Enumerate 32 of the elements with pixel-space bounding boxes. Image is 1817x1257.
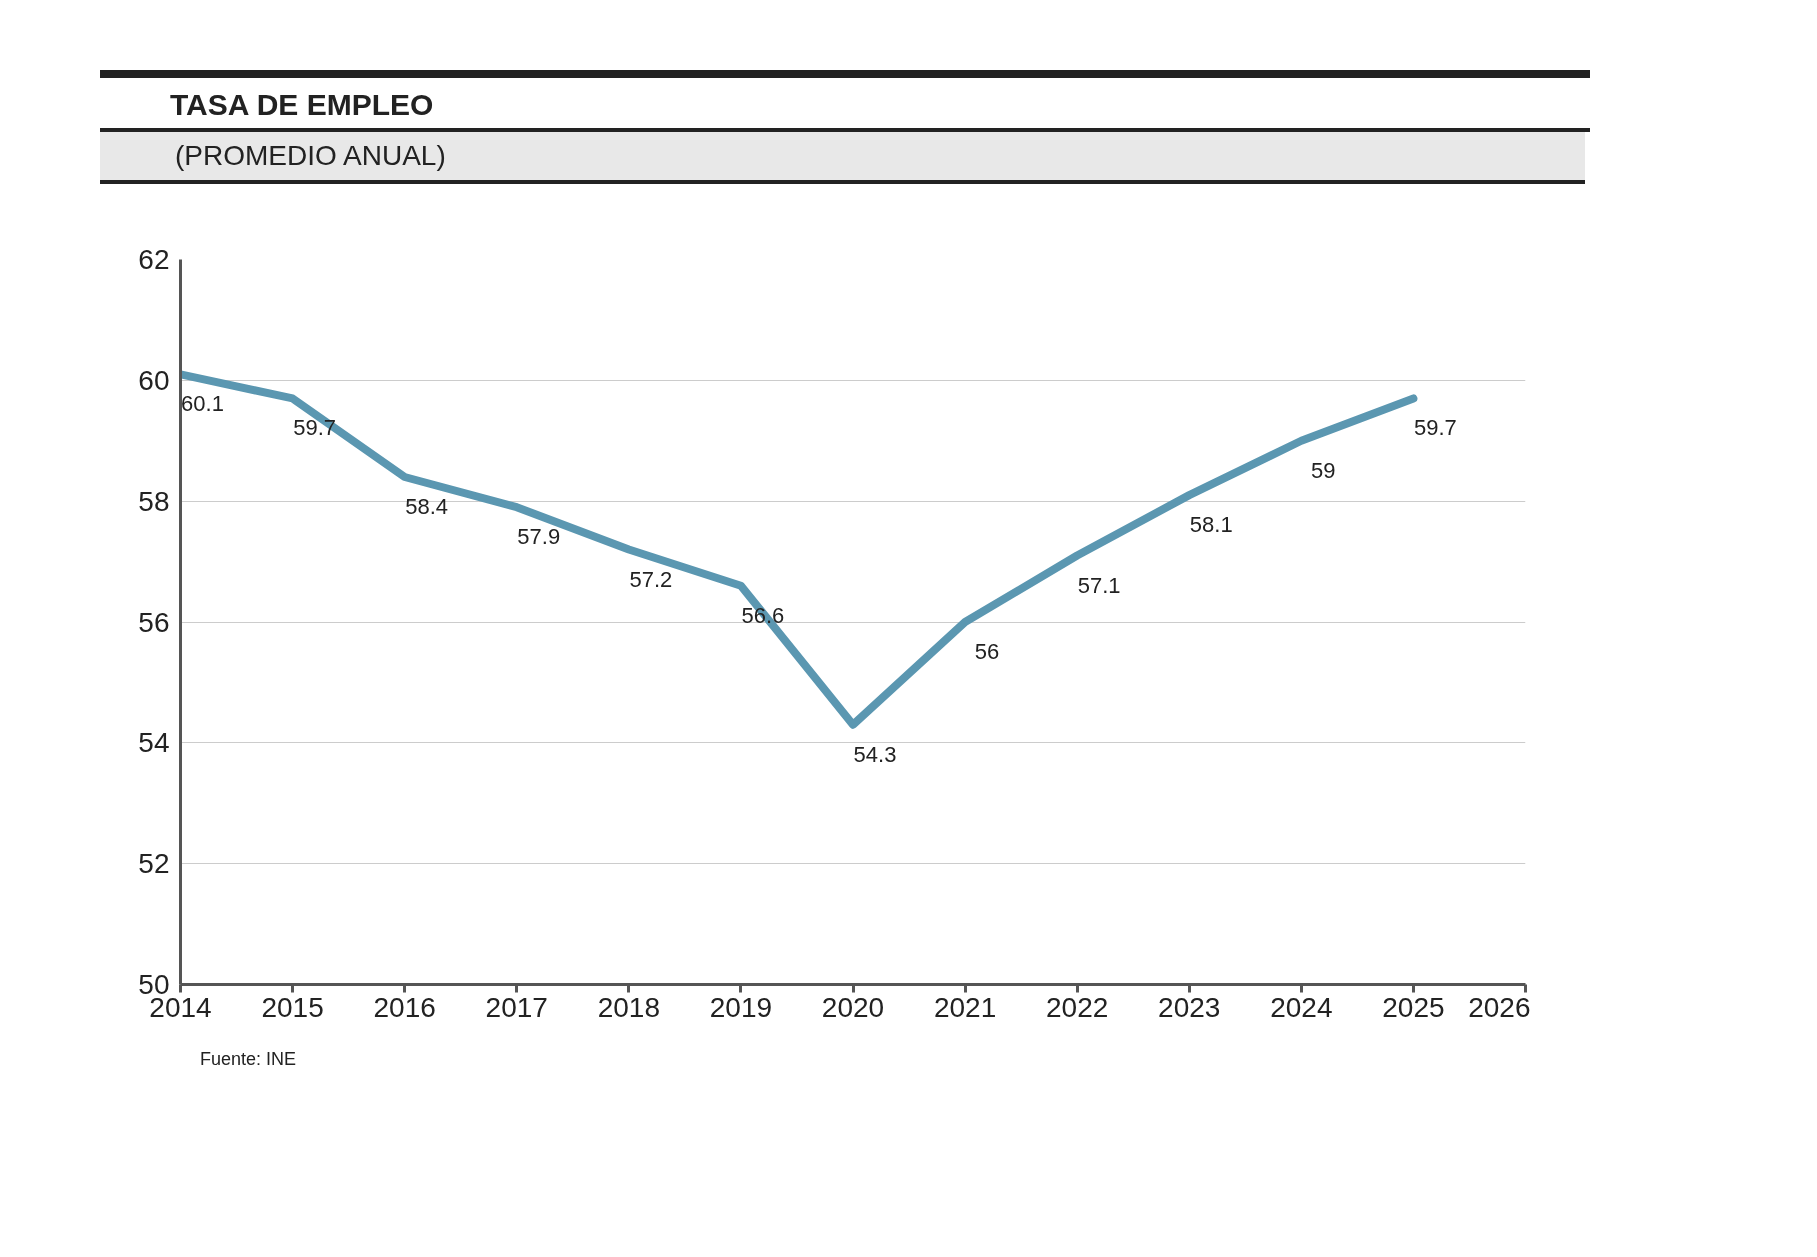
chart-subtitle: (PROMEDIO ANUAL) [100, 132, 1585, 184]
x-tick-label: 2021 [933, 991, 997, 1023]
data-label: 59.7 [1414, 415, 1457, 441]
y-tick-label: 62 [138, 244, 170, 275]
data-label: 54.3 [853, 741, 897, 767]
x-tick-label: 2022 [1046, 991, 1109, 1023]
y-tick-label: 58 [138, 485, 170, 517]
x-tick-label: 2023 [1158, 991, 1221, 1023]
data-label: 57.1 [1077, 572, 1121, 598]
data-label: 59.7 [293, 415, 336, 441]
y-tick-label: 52 [138, 848, 170, 880]
source-note: Fuente: INE [200, 1049, 297, 1069]
x-tick-label: 2018 [597, 991, 660, 1023]
x-tick-label: 2016 [373, 991, 436, 1023]
data-label: 57.9 [517, 524, 561, 550]
x-tick-label: 2017 [485, 991, 548, 1023]
data-label: 59 [1311, 457, 1336, 483]
x-tick-label: 2015 [261, 991, 324, 1023]
data-label: 58.1 [1189, 512, 1233, 538]
data-label: 58.4 [405, 494, 449, 519]
x-tick-label: 2024 [1270, 991, 1333, 1023]
y-tick-label: 54 [138, 727, 170, 759]
data-label: 60.1 [181, 391, 224, 417]
x-tick-label: 2019 [709, 991, 773, 1023]
x-tick-label: 2025 [1382, 991, 1445, 1023]
y-tick-label: 56 [138, 606, 170, 638]
y-tick-label: 60 [138, 364, 170, 396]
data-label: 56 [974, 639, 1000, 664]
data-label: 57.2 [629, 566, 673, 592]
chart-title: TASA DE EMPLEO [100, 70, 1590, 132]
x-tick-label: 2026 [1468, 991, 1531, 1023]
x-tick-label: 2020 [821, 991, 885, 1023]
